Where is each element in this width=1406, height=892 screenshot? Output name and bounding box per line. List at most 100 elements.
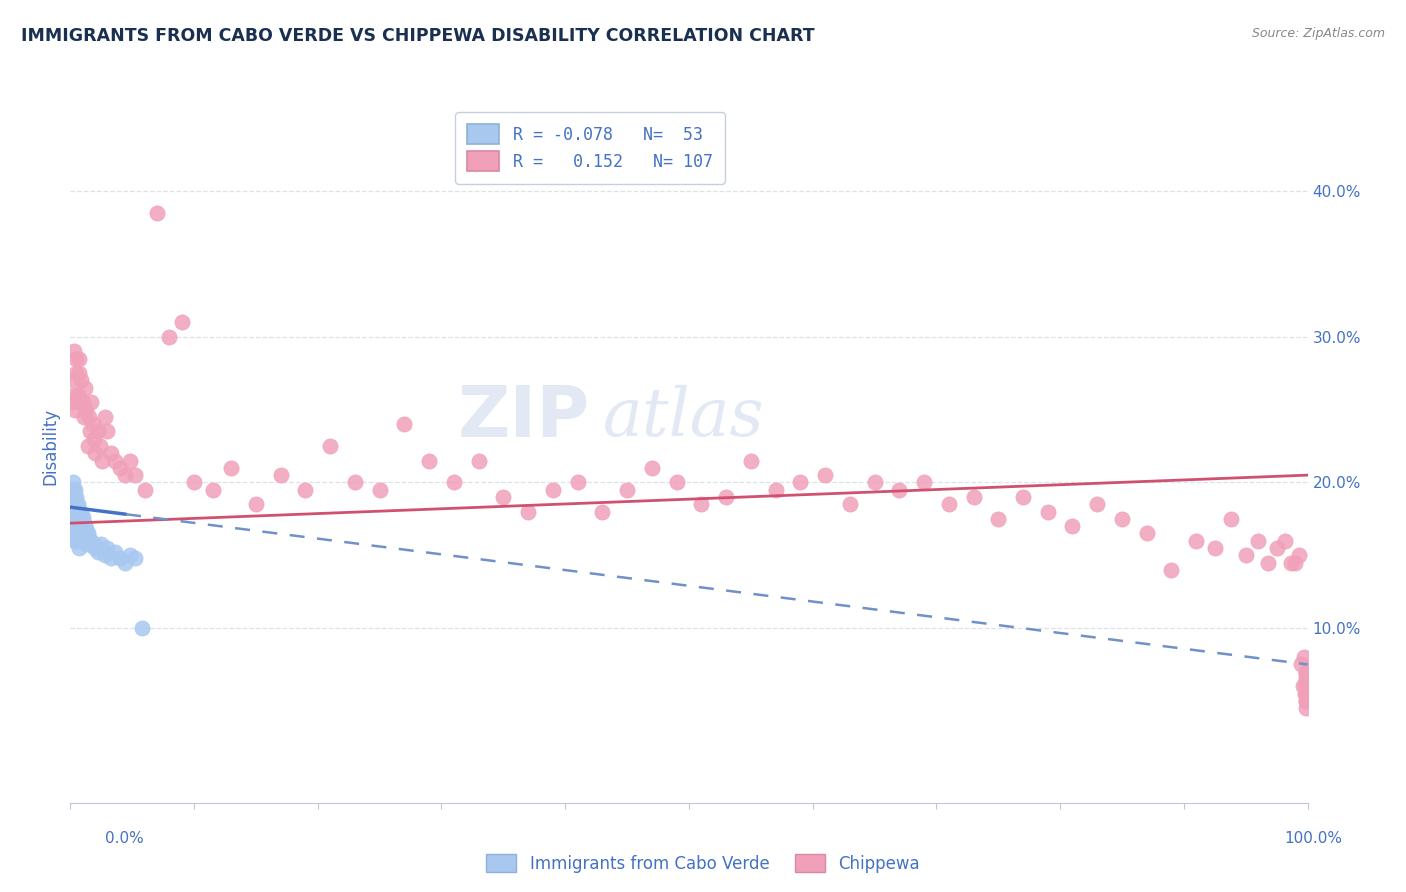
Point — [443, 475, 465, 490]
Point — [1136, 526, 1159, 541]
Point — [96, 425, 118, 439]
Point — [72, 395, 94, 409]
Point — [987, 512, 1010, 526]
Point — [96, 541, 118, 555]
Point — [108, 551, 131, 566]
Point — [60, 497, 83, 511]
Point — [65, 533, 87, 548]
Point — [79, 536, 101, 550]
Point — [72, 510, 94, 524]
Point — [72, 526, 94, 541]
Point — [1295, 676, 1317, 690]
Point — [1294, 687, 1316, 701]
Point — [124, 468, 146, 483]
Point — [492, 490, 515, 504]
Point — [75, 536, 97, 550]
Point — [86, 545, 108, 559]
Point — [70, 374, 93, 388]
Legend: Immigrants from Cabo Verde, Chippewa: Immigrants from Cabo Verde, Chippewa — [479, 847, 927, 880]
Point — [962, 490, 984, 504]
Point — [1288, 548, 1310, 562]
Point — [75, 402, 97, 417]
Point — [84, 541, 107, 555]
Point — [1274, 533, 1296, 548]
Point — [100, 551, 122, 566]
Point — [1295, 672, 1317, 686]
Point — [65, 402, 87, 417]
Text: atlas: atlas — [602, 384, 763, 450]
Point — [219, 460, 242, 475]
Point — [567, 475, 589, 490]
Point — [1219, 512, 1241, 526]
Point — [1036, 504, 1059, 518]
Point — [1295, 665, 1317, 679]
Point — [134, 483, 156, 497]
Point — [104, 453, 127, 467]
Point — [76, 526, 98, 541]
Point — [1295, 687, 1317, 701]
Point — [1295, 679, 1317, 693]
Text: 0.0%: 0.0% — [105, 831, 145, 846]
Point — [84, 446, 107, 460]
Point — [938, 497, 960, 511]
Point — [60, 483, 83, 497]
Point — [1295, 694, 1317, 708]
Point — [245, 497, 267, 511]
Point — [90, 536, 112, 550]
Point — [66, 526, 89, 541]
Point — [114, 468, 136, 483]
Point — [63, 526, 86, 541]
Point — [75, 533, 97, 548]
Point — [67, 522, 90, 536]
Point — [69, 516, 91, 531]
Point — [1281, 556, 1303, 570]
Point — [70, 508, 93, 522]
Point — [1292, 650, 1315, 665]
Text: ZIP: ZIP — [458, 383, 591, 452]
Point — [319, 439, 342, 453]
Point — [67, 512, 90, 526]
Point — [76, 439, 98, 453]
Point — [62, 374, 84, 388]
Point — [714, 490, 737, 504]
Point — [294, 483, 316, 497]
Point — [94, 548, 117, 562]
Point — [114, 556, 136, 570]
Point — [912, 475, 935, 490]
Point — [79, 425, 101, 439]
Point — [740, 453, 762, 467]
Point — [170, 315, 193, 329]
Point — [157, 330, 180, 344]
Point — [83, 536, 105, 550]
Text: IMMIGRANTS FROM CABO VERDE VS CHIPPEWA DISABILITY CORRELATION CHART: IMMIGRANTS FROM CABO VERDE VS CHIPPEWA D… — [21, 27, 814, 45]
Point — [124, 551, 146, 566]
Point — [1085, 497, 1108, 511]
Point — [62, 512, 84, 526]
Point — [814, 468, 837, 483]
Point — [665, 475, 688, 490]
Point — [789, 475, 811, 490]
Point — [889, 483, 911, 497]
Point — [1295, 665, 1317, 679]
Point — [100, 446, 122, 460]
Point — [394, 417, 416, 432]
Point — [77, 409, 100, 424]
Point — [82, 417, 104, 432]
Point — [65, 366, 87, 380]
Point — [838, 497, 860, 511]
Point — [62, 490, 84, 504]
Point — [75, 519, 97, 533]
Point — [65, 483, 87, 497]
Point — [65, 504, 87, 518]
Point — [368, 483, 391, 497]
Point — [75, 522, 97, 536]
Point — [65, 490, 87, 504]
Point — [62, 475, 84, 490]
Point — [1062, 519, 1084, 533]
Point — [73, 516, 96, 531]
Point — [418, 453, 440, 467]
Point — [63, 483, 86, 497]
Point — [69, 395, 91, 409]
Point — [67, 351, 90, 366]
Point — [690, 497, 713, 511]
